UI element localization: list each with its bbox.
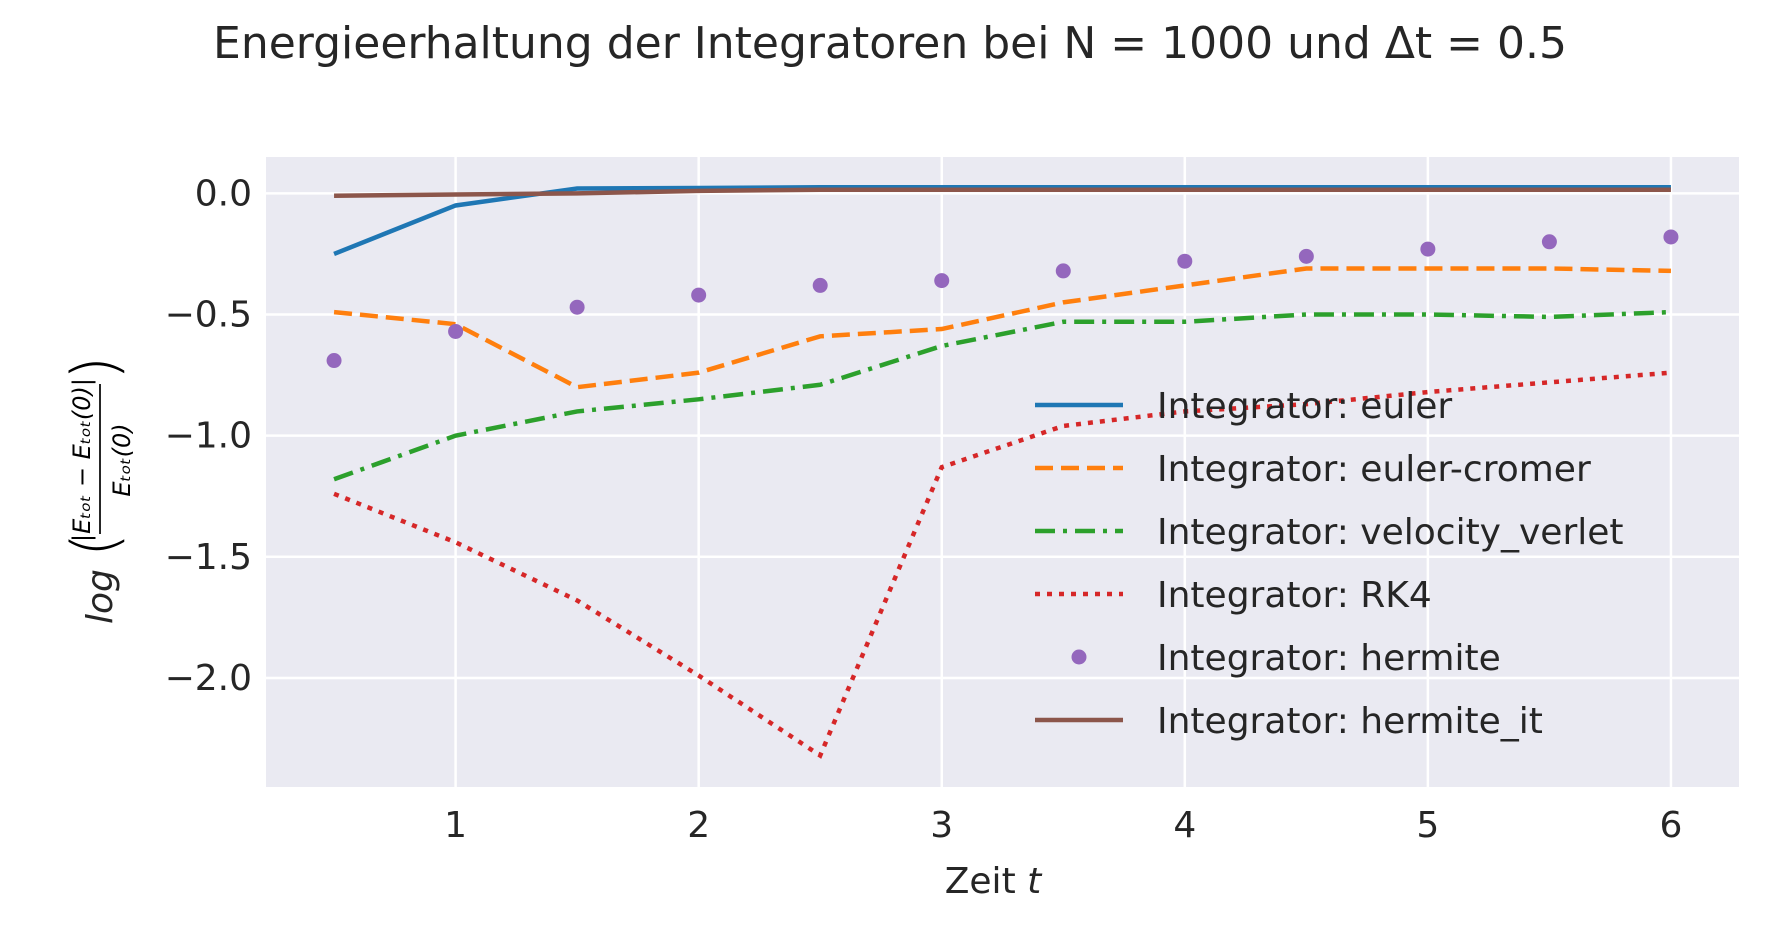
y-tick-label: −2.0 <box>165 658 252 699</box>
series-5 <box>334 187 1671 199</box>
x-tick-label: 1 <box>444 805 467 846</box>
x-tick-label: 3 <box>930 805 953 846</box>
series-line <box>333 370 1672 759</box>
legend-label: Integrator: euler <box>1157 386 1452 427</box>
legend-label: Integrator: hermite <box>1157 638 1501 679</box>
series-line <box>333 266 1671 390</box>
tick-labels: 1 2 3 4 5 6 0.0 −0.5 −1.0 −1.5 −2.0 <box>165 173 1683 846</box>
x-tick-label: 2 <box>687 805 710 846</box>
series-3 <box>333 370 1672 759</box>
y-label-denominator: Eₜₒₜ(0) <box>108 423 136 496</box>
series-line <box>333 309 1672 482</box>
data-point <box>569 299 585 315</box>
data-point <box>1177 253 1193 269</box>
y-tick-label: 0.0 <box>195 173 252 214</box>
legend-label: Integrator: hermite_it <box>1157 701 1543 742</box>
legend-marker <box>1071 649 1087 665</box>
series-line <box>334 187 1671 199</box>
data-point <box>691 287 707 303</box>
y-tick-label: −0.5 <box>165 295 252 336</box>
series-layer <box>326 185 1679 759</box>
chart-title: Energieerhaltung der Integratoren bei N … <box>213 18 1567 69</box>
x-tick-label: 4 <box>1173 805 1196 846</box>
y-label-log: log <box>80 569 121 624</box>
series-2 <box>333 309 1672 482</box>
y-tick-label: −1.5 <box>165 537 252 578</box>
data-point <box>1541 234 1557 250</box>
plot-area <box>266 157 1739 787</box>
y-tick-label: −1.0 <box>165 416 252 457</box>
series-1 <box>333 266 1671 390</box>
legend-label: Integrator: euler-cromer <box>1157 449 1591 490</box>
x-tick-label: 6 <box>1659 805 1682 846</box>
data-point <box>1298 248 1314 264</box>
data-point <box>812 277 828 293</box>
data-point <box>1663 229 1679 245</box>
data-point <box>934 273 950 289</box>
legend: Integrator: euler Integrator: euler-crome… <box>1035 386 1624 742</box>
grid <box>266 157 1739 787</box>
y-label-numerator: |Eₜₒₜ − Eₜₒₜ(0)| <box>68 378 96 542</box>
x-axis-label-text: Zeit <box>945 861 1027 902</box>
data-point <box>448 323 464 339</box>
data-point <box>1420 241 1436 257</box>
legend-label: Integrator: velocity_verlet <box>1157 512 1624 553</box>
series-4 <box>326 229 1679 369</box>
y-axis-label: log (|Eₜₒₜ − Eₜₒₜ(0)| Eₜₒₜ(0)) <box>58 356 136 624</box>
y-label-paren-right: ) <box>58 356 131 380</box>
data-point <box>1055 263 1071 279</box>
y-label-paren-left: ( <box>58 533 131 557</box>
legend-label: Integrator: RK4 <box>1157 575 1432 616</box>
x-axis-label: Zeit t <box>945 861 1043 902</box>
x-tick-label: 5 <box>1416 805 1439 846</box>
data-point <box>326 353 342 369</box>
